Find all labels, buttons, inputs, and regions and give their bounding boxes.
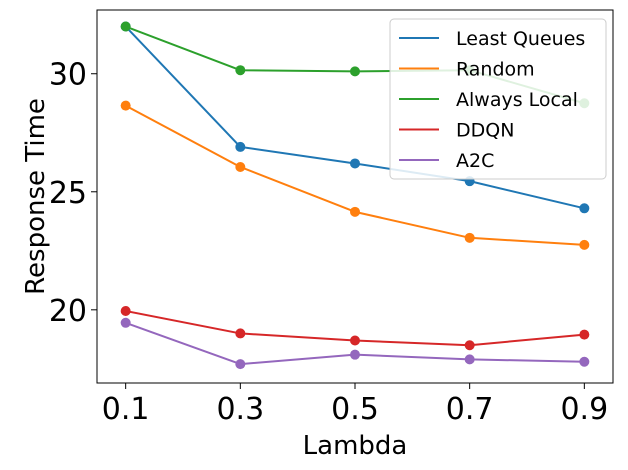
x-tick-label: 0.3: [216, 392, 264, 427]
x-tick-label: 0.1: [102, 392, 150, 427]
data-point-4-0: [120, 317, 131, 328]
data-point-2-0: [120, 21, 131, 32]
data-point-1-3: [464, 232, 475, 243]
data-point-3-4: [579, 329, 590, 340]
data-point-2-2: [350, 66, 360, 77]
data-point-1-2: [350, 206, 360, 217]
data-point-0-4: [579, 203, 590, 214]
x-tick-label: 0.7: [446, 392, 494, 427]
data-point-3-1: [235, 328, 246, 339]
y-tick-label: 25: [49, 176, 87, 211]
data-point-3-2: [350, 335, 360, 346]
x-tick-label: 0.5: [331, 392, 379, 427]
legend-box: [389, 18, 607, 180]
data-point-4-4: [579, 356, 590, 367]
data-point-4-1: [235, 359, 246, 370]
data-point-4-2: [350, 349, 360, 360]
data-point-0-1: [235, 141, 246, 152]
axis-layer: 0.1 0.3 0.5 0.7 0.9 20 25 30: [49, 58, 608, 427]
data-point-3-0: [120, 305, 131, 316]
series-layer: [120, 21, 590, 370]
data-point-0-2: [350, 158, 360, 169]
y-axis-label: Response Time: [21, 98, 51, 295]
data-point-4-3: [464, 354, 475, 365]
legend: Least Queues Random Always Local DDQN A2C: [389, 18, 607, 180]
x-tick-label: 0.9: [560, 392, 608, 427]
legend-label-1: Random: [456, 59, 535, 81]
legend-label-4: A2C: [456, 150, 494, 172]
data-point-1-0: [120, 100, 131, 111]
legend-label-2: Always Local: [456, 89, 578, 111]
data-point-2-1: [235, 65, 246, 76]
data-point-1-1: [235, 161, 246, 172]
data-point-3-3: [464, 340, 475, 351]
y-tick-label: 30: [49, 58, 87, 93]
legend-label-0: Least Queues: [456, 28, 585, 50]
y-tick-label: 20: [49, 294, 87, 329]
data-point-1-4: [579, 239, 590, 250]
x-axis-label: Lambda: [303, 431, 408, 461]
legend-label-3: DDQN: [456, 120, 514, 142]
